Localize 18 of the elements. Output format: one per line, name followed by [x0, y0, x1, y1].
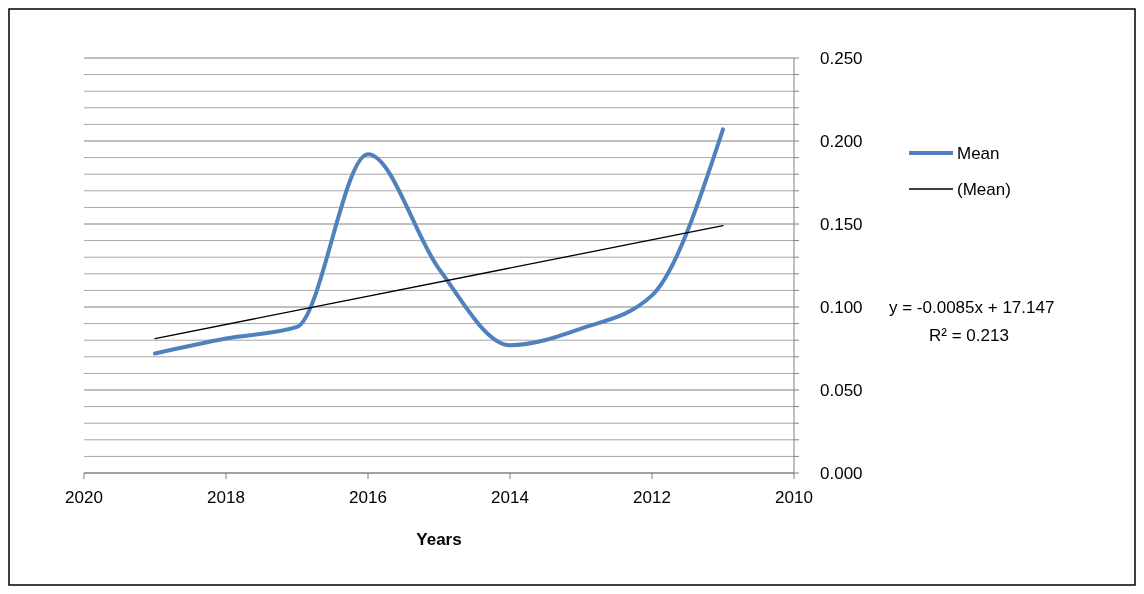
x-tick-label: 2014 — [491, 488, 529, 507]
x-tick-label: 2020 — [65, 488, 103, 507]
line-series — [153, 127, 725, 356]
legend-label: Mean — [957, 144, 1000, 163]
y-tick-label: 0.250 — [820, 49, 863, 68]
x-tick-label: 2010 — [775, 488, 813, 507]
x-axis-title: Years — [416, 530, 462, 549]
y-tick-label: 0.000 — [820, 464, 863, 483]
text: R² = 0.213 — [929, 326, 1009, 345]
y-tick-label: 0.150 — [820, 215, 863, 234]
x-tick-label: 2018 — [207, 488, 245, 507]
x-tick-label: 2012 — [633, 488, 671, 507]
y-tick-label: 0.200 — [820, 132, 863, 151]
y-tick-label: 0.100 — [820, 298, 863, 317]
y-tick-label: 0.050 — [820, 381, 863, 400]
text: y = -0.0085x + 17.147 — [889, 298, 1055, 317]
legend-label: (Mean) — [957, 180, 1011, 199]
x-tick-label: 2016 — [349, 488, 387, 507]
